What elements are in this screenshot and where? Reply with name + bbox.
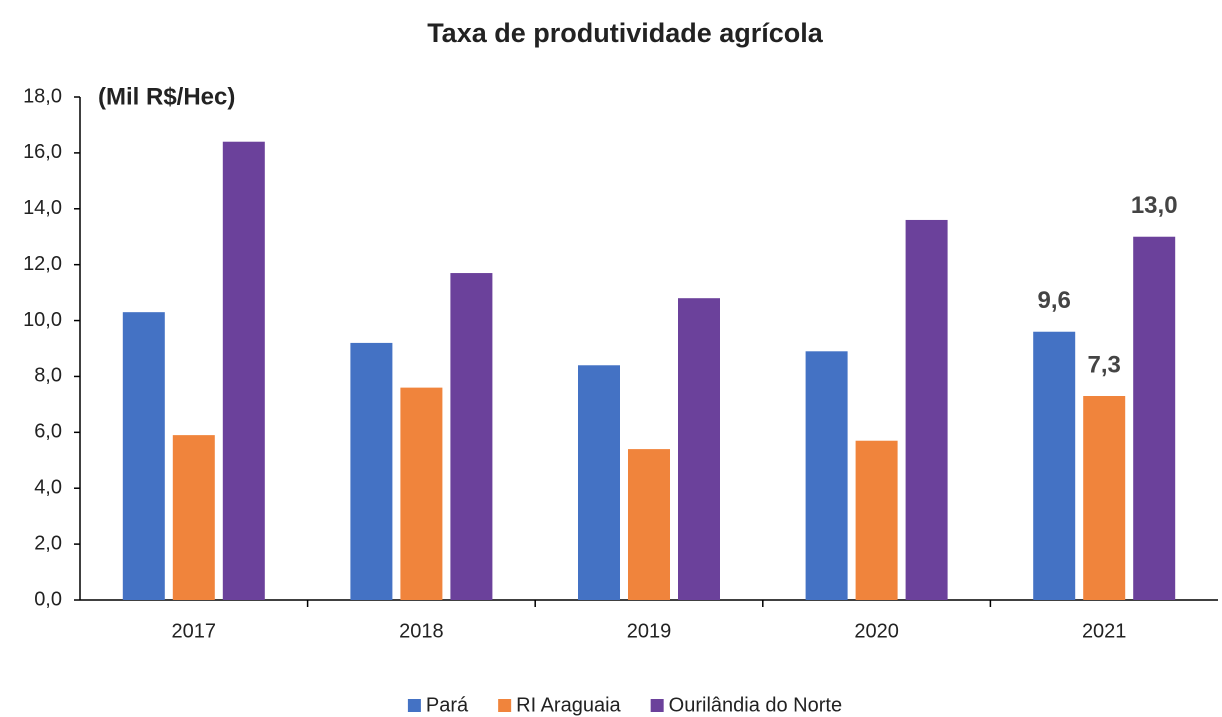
data-label: 13,0 xyxy=(1131,192,1178,219)
chart-title: Taxa de produtividade agrícola xyxy=(427,18,824,48)
legend-swatch xyxy=(407,699,421,712)
y-tick-label: 12,0 xyxy=(23,253,62,275)
legend-item: Pará xyxy=(407,694,469,716)
bar xyxy=(172,435,215,600)
bar xyxy=(222,141,265,600)
legend-label: Pará xyxy=(426,694,469,716)
legend-label: Ourilândia do Norte xyxy=(669,694,842,716)
y-tick-label: 6,0 xyxy=(34,421,62,443)
legend-item: RI Araguaia xyxy=(498,694,622,716)
x-tick-label: 2019 xyxy=(627,620,672,642)
bar xyxy=(400,387,443,600)
bar xyxy=(122,312,165,600)
y-tick-label: 14,0 xyxy=(23,197,62,219)
bar xyxy=(678,298,720,600)
data-label: 9,6 xyxy=(1038,287,1071,314)
y-tick-label: 4,0 xyxy=(34,477,62,499)
bar xyxy=(450,273,493,600)
legend-swatch xyxy=(498,699,512,712)
legend-label: RI Araguaia xyxy=(516,694,621,716)
y-tick-label: 10,0 xyxy=(23,309,62,331)
bar xyxy=(855,440,898,600)
y-tick-label: 0,0 xyxy=(34,588,62,610)
legend-swatch xyxy=(650,699,664,712)
bar xyxy=(628,449,670,600)
bar xyxy=(1133,236,1176,600)
bar xyxy=(1033,331,1076,600)
x-tick-label: 2018 xyxy=(399,620,444,642)
y-tick-label: 16,0 xyxy=(23,141,62,163)
bar xyxy=(578,365,620,600)
x-tick-label: 2020 xyxy=(854,620,899,642)
y-tick-label: 18,0 xyxy=(23,85,62,107)
data-label: 7,3 xyxy=(1088,351,1121,378)
x-tick-label: 2017 xyxy=(172,620,217,642)
bar xyxy=(905,219,948,600)
bar xyxy=(350,342,393,600)
y-tick-label: 2,0 xyxy=(34,532,62,554)
bar xyxy=(805,351,848,600)
x-tick-label: 2021 xyxy=(1082,620,1127,642)
y-axis-label: (Mil R$/Hec) xyxy=(98,83,235,110)
y-tick-label: 8,0 xyxy=(34,365,62,387)
legend-item: Ourilândia do Norte xyxy=(650,694,842,716)
bar xyxy=(1083,396,1126,600)
